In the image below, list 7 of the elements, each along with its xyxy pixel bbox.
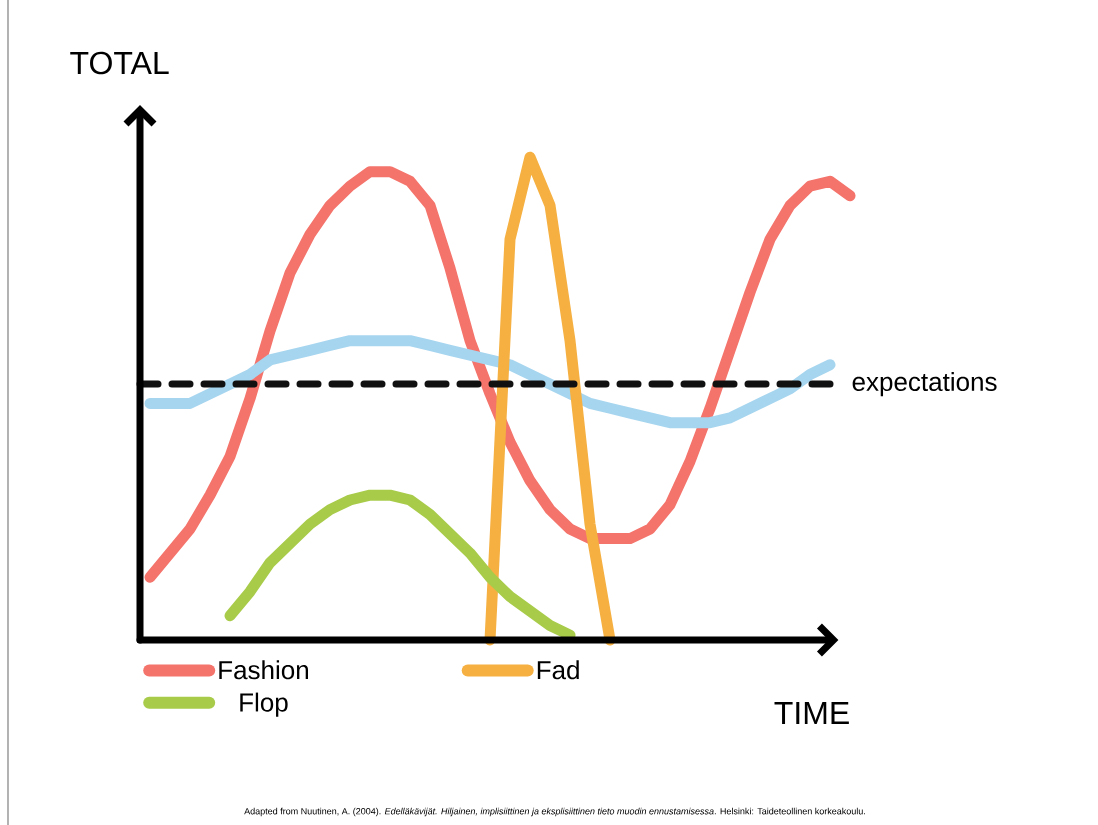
legend-label: Fashion (219, 660, 308, 680)
y-axis-title: TOTAL (70, 51, 169, 75)
ref-line-label: expectations (852, 371, 997, 397)
legend-label: Flop (240, 692, 288, 717)
text: Adapted from Nuutinen, A. (2004). Edelläkävijät. Hiljainen, implisiittinen ja eksplisiittinen tieto muodin ennustamisessa. Helsinki: Taideteollinen korkeakoulu. (244, 807, 865, 817)
legend-label: Fad (537, 660, 579, 680)
x-axis-title: TIME (774, 702, 849, 725)
